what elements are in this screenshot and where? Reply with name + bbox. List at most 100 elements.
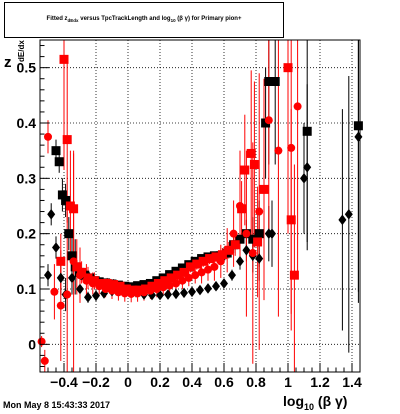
data-point: [59, 54, 69, 64]
data-point: [68, 272, 76, 284]
data-point: [180, 287, 188, 299]
data-point: [56, 256, 66, 266]
y-axis-label-dedx: dE/dx: [17, 40, 26, 62]
chart-title-box: Fitted zdEdx versus TpcTrackLength and l…: [4, 2, 284, 38]
data-point: [56, 301, 65, 310]
data-point: [197, 268, 206, 277]
data-point: [253, 237, 263, 247]
data-point: [140, 288, 148, 297]
data-point: [246, 148, 256, 158]
x-axis-label: log10 (β γ): [283, 393, 348, 412]
y-tick-label: 0.5: [17, 60, 37, 76]
data-point: [40, 356, 49, 365]
data-point: [156, 289, 164, 301]
data-point: [115, 281, 125, 291]
data-point: [204, 283, 212, 294]
data-point: [160, 276, 170, 286]
data-point: [300, 173, 308, 184]
data-point: [121, 284, 131, 294]
data-point: [84, 292, 92, 303]
data-point: [92, 290, 100, 301]
data-point: [242, 229, 251, 238]
data-point: [57, 190, 67, 200]
data-point: [69, 257, 78, 266]
data-point: [264, 116, 273, 125]
data-point: [67, 251, 77, 261]
data-point: [286, 215, 296, 225]
data-point: [88, 279, 97, 288]
y-tick-label: 0.3: [17, 170, 37, 186]
data-point: [228, 269, 236, 281]
data-point: [95, 282, 104, 291]
data-point: [166, 273, 176, 283]
data-point: [354, 131, 363, 143]
data-point: [229, 229, 238, 238]
data-point: [248, 234, 258, 244]
y-axis-label-z: z: [4, 54, 12, 71]
x-tick-label: 0: [124, 374, 132, 390]
data-point: [302, 126, 312, 136]
data-point: [255, 253, 264, 264]
x-tick-label: 1.4: [342, 374, 362, 390]
data-point: [173, 270, 183, 280]
plot-frame: [39, 39, 361, 373]
data-point: [261, 118, 271, 128]
chart-title: Fitted zdEdx versus TpcTrackLength and l…: [46, 16, 242, 24]
data-point: [146, 286, 155, 295]
data-point: [270, 77, 280, 86]
data-point: [248, 249, 257, 258]
y-tick-label: 0: [28, 336, 36, 352]
data-point: [50, 287, 59, 296]
error-bars: [41, 40, 359, 372]
data-point: [236, 202, 244, 210]
data-point: [235, 234, 245, 244]
data-point: [172, 288, 180, 300]
data-point: [82, 276, 91, 285]
data-point: [212, 280, 220, 292]
data-point: [63, 290, 72, 299]
data-point: [211, 252, 221, 262]
data-point: [198, 256, 208, 266]
data-point: [51, 146, 61, 156]
x-tick-label: 0.8: [246, 374, 266, 390]
data-point: [133, 289, 142, 298]
data-point: [217, 250, 227, 260]
data-point: [303, 161, 312, 173]
data-point: [47, 209, 56, 220]
data-point: [249, 160, 259, 169]
data-point: [153, 278, 163, 288]
data-point: [159, 283, 168, 292]
data-markers: [37, 54, 363, 365]
data-point: [264, 77, 274, 86]
data-point: [184, 273, 193, 282]
data-point: [268, 228, 276, 239]
data-point: [178, 276, 187, 285]
data-point: [114, 288, 123, 297]
data-point: [283, 63, 293, 73]
data-point: [148, 289, 156, 301]
data-point: [353, 121, 363, 131]
x-tick-label: −0.2: [82, 374, 110, 390]
x-tick-label: 1.2: [310, 374, 330, 390]
data-point: [172, 279, 180, 288]
x-tick-label: 0.6: [214, 374, 234, 390]
data-point: [289, 270, 299, 280]
x-tick-label: 0.2: [150, 374, 170, 390]
data-point: [220, 278, 228, 289]
data-point: [179, 267, 189, 277]
data-point: [101, 285, 110, 293]
data-point: [128, 285, 138, 295]
data-point: [223, 246, 232, 255]
data-point: [254, 229, 264, 239]
data-point: [188, 286, 196, 298]
data-point: [108, 286, 116, 295]
data-point: [338, 214, 347, 226]
y-tick-label: 0.1: [17, 281, 37, 297]
data-point: [69, 204, 79, 214]
data-point: [109, 280, 119, 290]
data-point: [64, 229, 74, 239]
data-point: [147, 281, 157, 291]
data-point: [196, 284, 204, 296]
data-point: [236, 256, 244, 267]
